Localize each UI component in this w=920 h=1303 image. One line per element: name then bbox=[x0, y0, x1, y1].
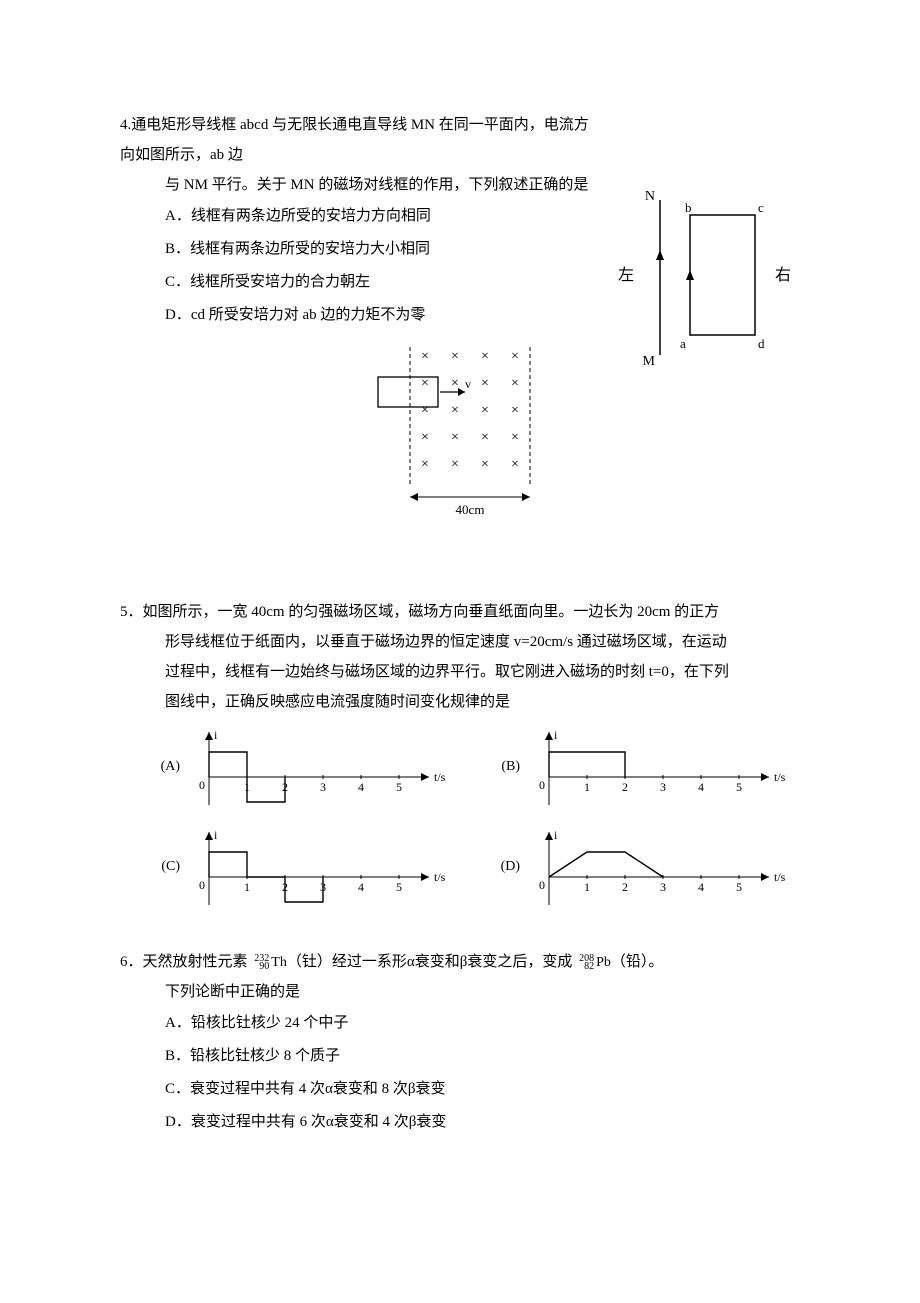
svg-text:×: × bbox=[421, 349, 429, 364]
svg-text:i: i bbox=[214, 728, 218, 742]
label-d: d bbox=[758, 336, 765, 351]
q6-stem-2: 下列论断中正确的是 bbox=[120, 977, 800, 1007]
svg-text:×: × bbox=[511, 376, 519, 391]
svg-text:×: × bbox=[451, 457, 459, 472]
q6-stem-mid: （钍）经过一系形α衰变和β衰变之后，变成 bbox=[287, 954, 576, 970]
isotope-Th: 23290Th bbox=[251, 956, 287, 970]
q5-stem-4: 图线中，正确反映感应电流强度随时间变化规律的是 bbox=[120, 687, 800, 717]
q6-opt-A: A．铅核比钍核少 24 个中子 bbox=[120, 1007, 800, 1040]
svg-text:5: 5 bbox=[736, 880, 742, 894]
q4-figure: N M 左 右 b c d a bbox=[600, 190, 800, 375]
q5-stem-2: 形导线框位于纸面内，以垂直于磁场边界的恒定速度 v=20cm/s 通过磁场区域，… bbox=[120, 627, 800, 657]
graph-B: (B) i t/s 0 1 2 3 4 5 bbox=[490, 727, 800, 807]
question-4: N M 左 右 b c d a 4.通电矩形导线框 abcd 与无限长通电直导线… bbox=[120, 110, 800, 557]
dim-label: 40cm bbox=[456, 502, 485, 517]
svg-text:1: 1 bbox=[584, 880, 590, 894]
q6-stem-after: （铅）。 bbox=[611, 954, 664, 970]
q5-stem-1: 如图所示，一宽 40cm 的匀强磁场区域，磁场方向垂直纸面向里。一边长为 20c… bbox=[143, 604, 720, 620]
svg-text:i: i bbox=[554, 828, 558, 842]
graph-B-label: (B) bbox=[490, 759, 524, 775]
svg-text:×: × bbox=[481, 457, 489, 472]
label-M: M bbox=[643, 354, 656, 369]
svg-text:×: × bbox=[421, 457, 429, 472]
q4-number: 4. bbox=[120, 117, 131, 133]
question-6: 6．天然放射性元素 23290Th（钍）经过一系形α衰变和β衰变之后，变成 20… bbox=[120, 947, 800, 1139]
svg-text:×: × bbox=[451, 376, 459, 391]
svg-text:5: 5 bbox=[396, 880, 402, 894]
svg-text:t/s: t/s bbox=[434, 770, 446, 784]
svg-text:×: × bbox=[421, 403, 429, 418]
graph-A: (A) i t/s 0 1 2 3 4 5 bbox=[150, 727, 460, 807]
svg-text:4: 4 bbox=[358, 880, 364, 894]
svg-text:×: × bbox=[421, 430, 429, 445]
svg-text:×: × bbox=[451, 403, 459, 418]
isotope-Pb: 20882Pb bbox=[576, 956, 611, 970]
graph-D: (D) i t/s 0 1 2 3 4 5 bbox=[490, 827, 800, 907]
q6-stem-before: 天然放射性元素 bbox=[143, 954, 252, 970]
graph-A-label: (A) bbox=[150, 759, 184, 775]
svg-text:4: 4 bbox=[698, 780, 704, 794]
svg-text:0: 0 bbox=[539, 778, 545, 792]
label-c: c bbox=[758, 200, 764, 215]
svg-text:4: 4 bbox=[698, 880, 704, 894]
label-b: b bbox=[685, 200, 692, 215]
graph-C-label: (C) bbox=[150, 859, 184, 875]
svg-text:3: 3 bbox=[660, 780, 666, 794]
svg-text:×: × bbox=[511, 430, 519, 445]
svg-text:×: × bbox=[481, 430, 489, 445]
q5-field-figure: × × × × × × × × × × × × × × × × × × × × v 40cm bbox=[370, 342, 550, 527]
svg-text:t/s: t/s bbox=[434, 870, 446, 884]
svg-text:2: 2 bbox=[622, 780, 628, 794]
svg-text:0: 0 bbox=[539, 878, 545, 892]
question-5: 5．如图所示，一宽 40cm 的匀强磁场区域，磁场方向垂直纸面向里。一边长为 2… bbox=[120, 597, 800, 907]
q6-opt-B: B．铅核比钍核少 8 个质子 bbox=[120, 1040, 800, 1073]
svg-text:×: × bbox=[511, 403, 519, 418]
q6-opt-C: C．衰变过程中共有 4 次α衰变和 8 次β衰变 bbox=[120, 1073, 800, 1106]
svg-text:4: 4 bbox=[358, 780, 364, 794]
q5-number: 5． bbox=[120, 604, 143, 620]
svg-text:×: × bbox=[421, 376, 429, 391]
graph-D-label: (D) bbox=[490, 859, 524, 875]
svg-text:×: × bbox=[481, 376, 489, 391]
svg-text:×: × bbox=[511, 349, 519, 364]
svg-text:2: 2 bbox=[622, 880, 628, 894]
label-a: a bbox=[680, 336, 686, 351]
q6-number: 6． bbox=[120, 954, 143, 970]
graph-C: (C) i t/s 0 1 2 3 4 5 bbox=[150, 827, 460, 907]
svg-text:0: 0 bbox=[199, 778, 205, 792]
label-N: N bbox=[645, 190, 655, 204]
q5-stem: 5．如图所示，一宽 40cm 的匀强磁场区域，磁场方向垂直纸面向里。一边长为 2… bbox=[120, 597, 800, 627]
svg-text:1: 1 bbox=[584, 780, 590, 794]
svg-text:3: 3 bbox=[320, 780, 326, 794]
q4-stem: 4.通电矩形导线框 abcd 与无限长通电直导线 MN 在同一平面内，电流方向如… bbox=[120, 110, 800, 170]
svg-text:t/s: t/s bbox=[774, 770, 786, 784]
svg-text:×: × bbox=[511, 457, 519, 472]
q6-stem: 6．天然放射性元素 23290Th（钍）经过一系形α衰变和β衰变之后，变成 20… bbox=[120, 947, 800, 977]
svg-text:3: 3 bbox=[660, 880, 666, 894]
svg-text:i: i bbox=[554, 728, 558, 742]
svg-text:5: 5 bbox=[736, 780, 742, 794]
label-right: 右 bbox=[775, 266, 791, 284]
v-label: v bbox=[465, 377, 471, 391]
q4-stem-1: 通电矩形导线框 abcd 与无限长通电直导线 MN 在同一平面内，电流方向如图所… bbox=[120, 117, 589, 163]
svg-text:×: × bbox=[481, 349, 489, 364]
svg-text:1: 1 bbox=[244, 880, 250, 894]
q6-opt-D: D．衰变过程中共有 6 次α衰变和 4 次β衰变 bbox=[120, 1106, 800, 1139]
q5-graphs: (A) i t/s 0 1 2 3 4 5 bbox=[150, 727, 800, 907]
svg-text:×: × bbox=[451, 430, 459, 445]
q5-stem-3: 过程中，线框有一边始终与磁场区域的边界平行。取它刚进入磁场的时刻 t=0，在下列 bbox=[120, 657, 800, 687]
svg-text:×: × bbox=[481, 403, 489, 418]
svg-text:0: 0 bbox=[199, 878, 205, 892]
svg-text:5: 5 bbox=[396, 780, 402, 794]
svg-text:t/s: t/s bbox=[774, 870, 786, 884]
svg-text:×: × bbox=[451, 349, 459, 364]
label-left: 左 bbox=[618, 266, 634, 284]
svg-text:i: i bbox=[214, 828, 218, 842]
